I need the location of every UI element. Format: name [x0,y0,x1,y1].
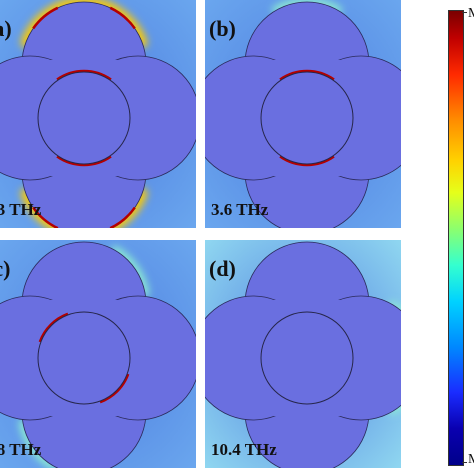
colorbar-max-label: Max [468,6,474,22]
resonator-inner-ring [260,71,354,165]
field-map-2 [0,240,196,468]
panel-letter: (b) [209,16,236,41]
resonator-inner-ring [37,71,131,165]
colorbar-tick-top [462,12,467,13]
colorbar [448,10,464,466]
frequency-label: 10.4 THz [211,440,277,459]
panel-letter: (c) [0,256,11,281]
field-max-edges [32,6,136,228]
panel-c: (c) 6.8 THz [0,240,196,468]
field-map-3 [205,240,401,468]
colorbar-tick-bottom [462,462,467,463]
resonator-inner-ring [37,311,131,405]
field-max-edges [279,69,335,167]
frequency-label: 3.3 THz [0,200,42,219]
panel-a: (a) 3.3 THz [0,0,196,228]
colorbar-min-label: Min [468,452,474,468]
frequency-label: 3.6 THz [211,200,269,219]
frequency-label: 6.8 THz [0,440,42,459]
panel-letter: (d) [209,256,236,281]
panel-d: (d) 10.4 THz [205,240,401,468]
field-max-edges [38,312,130,404]
field-map-0 [0,0,196,228]
panel-letter: (a) [0,16,12,41]
resonator-inner-ring [260,311,354,405]
panel-b: (b) 3.6 THz [205,0,401,228]
field-map-1 [205,0,401,228]
